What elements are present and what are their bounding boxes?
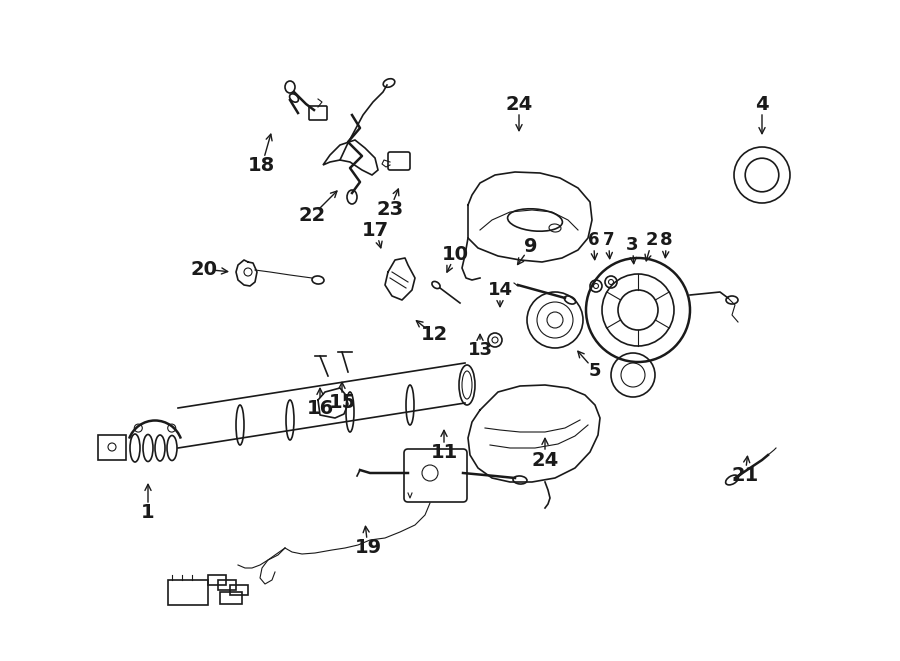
Text: 7: 7: [603, 231, 615, 249]
Text: 18: 18: [248, 156, 275, 175]
Text: 17: 17: [362, 221, 390, 240]
Text: 2: 2: [646, 231, 659, 249]
Text: 16: 16: [306, 399, 334, 418]
Text: 14: 14: [488, 281, 512, 299]
Text: 21: 21: [732, 467, 759, 485]
Text: 3: 3: [626, 236, 639, 254]
Text: 8: 8: [661, 231, 673, 249]
Text: 13: 13: [467, 341, 492, 359]
Text: 20: 20: [191, 260, 218, 279]
Text: 15: 15: [328, 393, 356, 412]
Text: 22: 22: [299, 206, 326, 225]
Text: 10: 10: [442, 245, 469, 264]
Text: 24: 24: [506, 95, 533, 114]
Text: 5: 5: [589, 362, 601, 380]
Ellipse shape: [459, 365, 475, 405]
Text: 9: 9: [524, 237, 537, 256]
Text: 4: 4: [755, 95, 769, 114]
Text: 11: 11: [430, 444, 457, 463]
Text: 19: 19: [355, 539, 382, 557]
Text: 24: 24: [531, 451, 559, 469]
Text: 6: 6: [588, 231, 599, 249]
Text: 23: 23: [376, 200, 403, 219]
Text: 1: 1: [141, 504, 155, 522]
Text: 12: 12: [420, 325, 448, 344]
